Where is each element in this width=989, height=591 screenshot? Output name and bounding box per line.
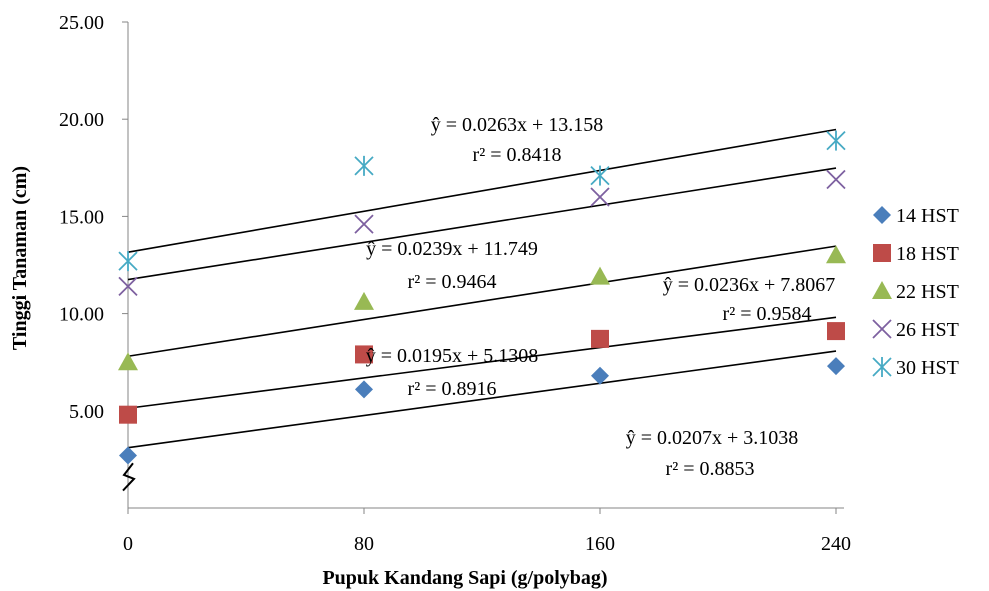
legend-label: 14 HST	[896, 205, 959, 227]
data-point-star	[118, 251, 138, 272]
data-point-star	[354, 155, 374, 176]
trend-equation: ŷ = 0.0195x + 5.1308	[366, 345, 539, 367]
legend-item: 14 HST	[873, 205, 959, 227]
data-point-diamond	[591, 366, 609, 385]
legend-item: 18 HST	[873, 243, 959, 265]
legend-label: 18 HST	[896, 243, 959, 265]
data-point-square	[827, 322, 845, 341]
x-stroke	[872, 319, 892, 339]
data-point-triangle	[826, 245, 846, 264]
data-point-diamond	[827, 357, 845, 376]
x-stroke	[590, 187, 610, 207]
trendline	[127, 128, 837, 253]
x-tick-label: 160	[585, 533, 615, 555]
y-tick-label: 25.00	[59, 12, 104, 34]
data-point-triangle	[872, 281, 892, 299]
y-tick-label: 15.00	[59, 206, 104, 228]
trendline	[127, 245, 837, 358]
data-point-diamond	[119, 446, 137, 465]
trendline	[127, 167, 837, 281]
trend-equation: ŷ = 0.0236x + 7.8067	[663, 274, 836, 296]
axes: 5.00 10.00 15.00 20.00 25.00 0 80 160 240	[59, 12, 851, 555]
x-tick-label: 0	[123, 533, 133, 555]
data-point-square	[119, 405, 137, 424]
data-point-triangle	[354, 291, 374, 310]
data-point-square	[355, 345, 373, 364]
x-tick-label: 80	[354, 533, 374, 555]
y-tick-label: 5.00	[69, 401, 104, 423]
data-point-triangle	[590, 266, 610, 285]
trendline	[127, 316, 837, 410]
legend-label: 22 HST	[896, 281, 959, 303]
data-point-x	[354, 214, 374, 234]
legend: 14 HST 18 HST 22 HST 26 HST 30 HST	[872, 205, 959, 379]
y-axis-title: Tinggi Tanaman (cm)	[9, 166, 31, 350]
x-stroke	[118, 276, 138, 297]
r-squared-label: r² = 0.9584	[723, 303, 812, 325]
x-axis-title: Pupuk Kandang Sapi (g/polybag)	[322, 567, 607, 589]
trend-equation: ŷ = 0.0239x + 11.749	[366, 238, 538, 260]
trend-equation: ŷ = 0.0207x + 3.1038	[626, 427, 799, 449]
data-point-square	[873, 244, 891, 262]
data-point-star	[826, 130, 846, 151]
legend-item: 30 HST	[872, 357, 959, 379]
y-tick-label: 10.00	[59, 304, 104, 326]
data-point-diamond	[355, 380, 373, 399]
legend-item: 26 HST	[872, 319, 959, 341]
r-squared-label: r² = 0.9464	[408, 271, 497, 293]
trendline	[127, 350, 837, 449]
legend-label: 26 HST	[896, 319, 959, 341]
data-point-x	[872, 319, 892, 339]
legend-item: 22 HST	[872, 281, 959, 303]
data-points	[118, 130, 846, 465]
data-point-x	[590, 187, 610, 207]
trendlines	[127, 128, 837, 449]
axis-break-icon	[122, 462, 136, 492]
x-stroke	[826, 169, 846, 190]
trend-equation: ŷ = 0.0263x + 13.158	[431, 114, 604, 136]
data-point-star	[872, 357, 892, 377]
r-squared-label: r² = 0.8916	[408, 378, 497, 400]
annotations: ŷ = 0.0207x + 3.1038 r² = 0.8853 ŷ = 0.019…	[366, 114, 836, 480]
x-tick-label: 240	[821, 533, 851, 555]
data-point-x	[118, 276, 138, 297]
data-point-square	[591, 329, 609, 348]
r-squared-label: r² = 0.8418	[473, 144, 562, 166]
data-point-diamond	[873, 206, 891, 224]
y-tick-label: 20.00	[59, 109, 104, 131]
x-stroke	[354, 214, 374, 234]
legend-label: 30 HST	[896, 357, 959, 379]
data-point-x	[826, 169, 846, 190]
r-squared-label: r² = 0.8853	[666, 458, 755, 480]
data-point-triangle	[118, 352, 138, 371]
data-point-star	[590, 165, 610, 186]
